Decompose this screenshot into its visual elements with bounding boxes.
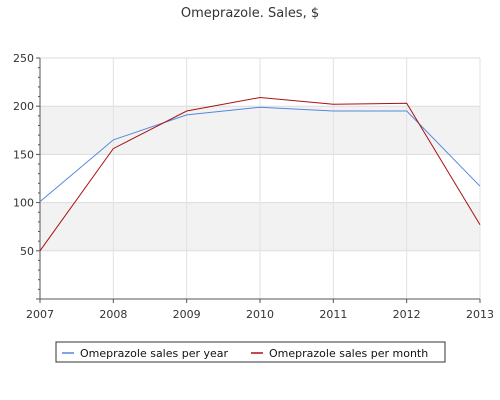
tick-labels: 50 100 150 200 250 2007 2008 2009 2010 2011 2012 20… bbox=[13, 52, 494, 321]
y-tick-label: 50 bbox=[20, 245, 34, 258]
legend-label: Omeprazole sales per year bbox=[80, 347, 229, 360]
y-tick-label: 250 bbox=[13, 52, 34, 65]
y-tick-label: 200 bbox=[13, 100, 34, 113]
series-line-1 bbox=[39, 106, 481, 202]
x-tick-label: 2012 bbox=[393, 308, 421, 321]
legend-box bbox=[55, 341, 446, 363]
chart-title: Omeprazole. Sales, $ bbox=[181, 6, 319, 21]
x-tick-label: 2009 bbox=[173, 308, 201, 321]
y-tick-label: 150 bbox=[13, 148, 34, 161]
axes bbox=[36, 57, 481, 303]
x-tick-label: 2007 bbox=[26, 308, 54, 321]
x-tick-label: 2013 bbox=[466, 308, 494, 321]
x-tick-label: 2008 bbox=[99, 308, 127, 321]
y-tick-label: 100 bbox=[13, 197, 34, 210]
series-layer bbox=[39, 96, 481, 252]
grid bbox=[40, 57, 481, 299]
series-line-2 bbox=[39, 96, 481, 252]
legend: Omeprazole sales per year Omeprazole sale… bbox=[55, 341, 446, 363]
x-tick-label: 2011 bbox=[319, 308, 347, 321]
x-tick-label: 2010 bbox=[246, 308, 274, 321]
legend-label: Omeprazole sales per month bbox=[269, 347, 428, 360]
